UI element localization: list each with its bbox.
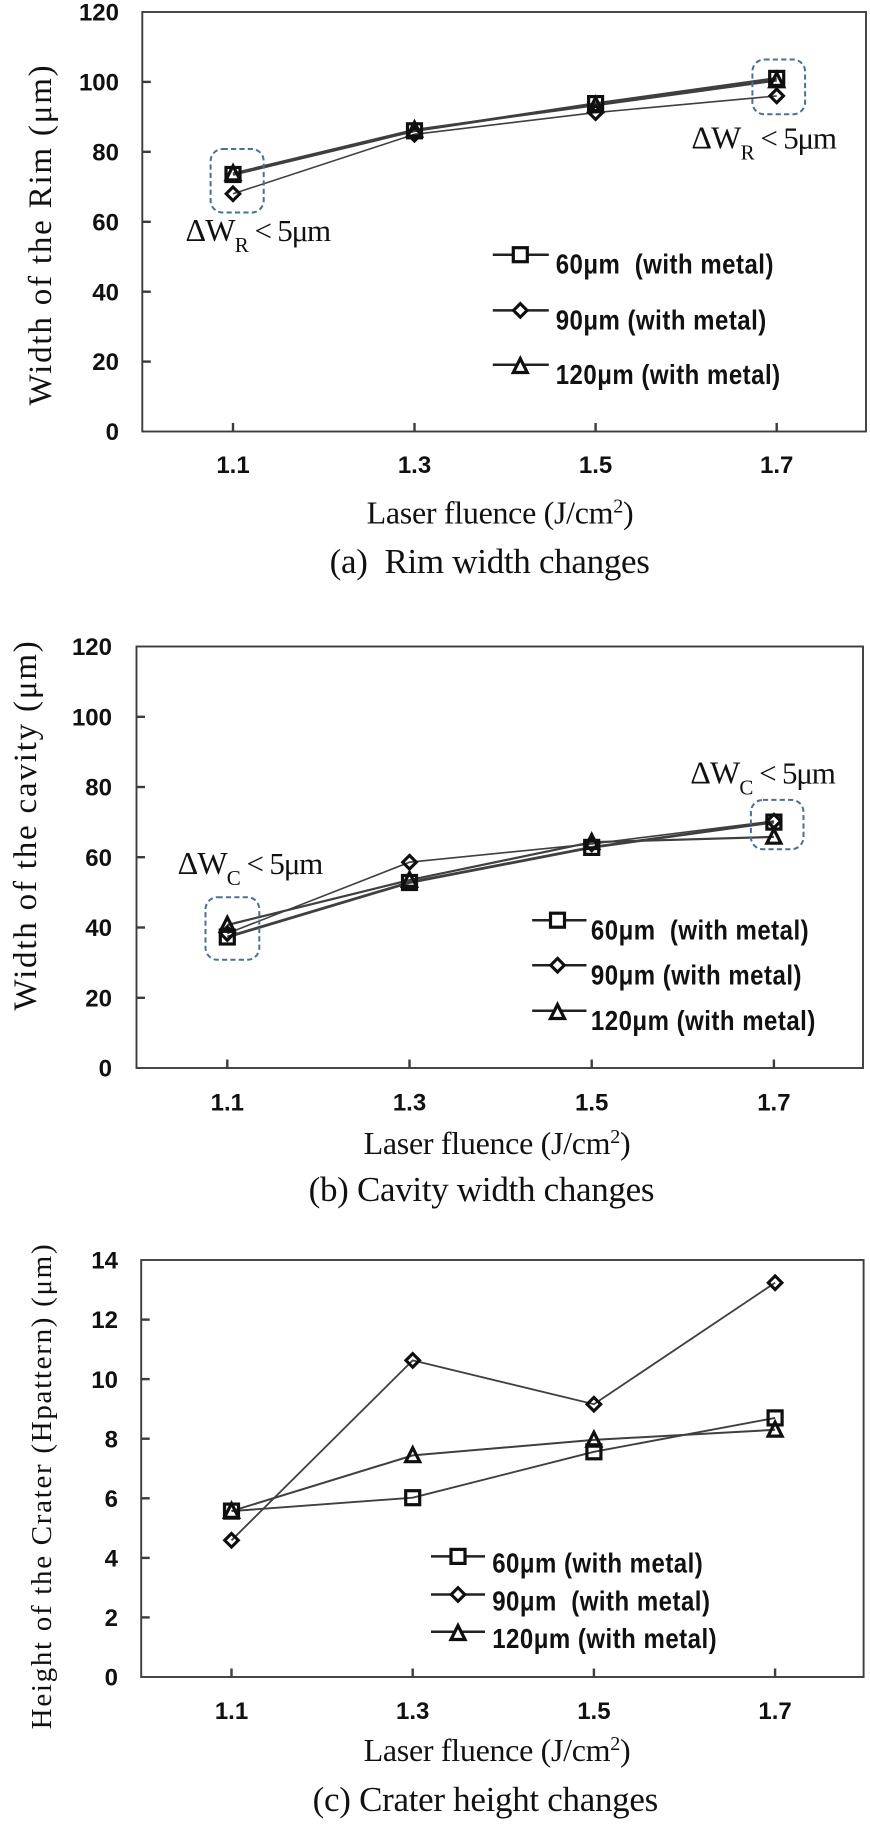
svg-text:14: 14 (91, 1248, 118, 1275)
svg-text:1.3: 1.3 (393, 1090, 426, 1117)
svg-text:6: 6 (105, 1486, 118, 1513)
svg-text:4: 4 (105, 1546, 119, 1573)
svg-text:1.1: 1.1 (211, 1090, 244, 1117)
svg-text:120: 120 (72, 634, 112, 661)
svg-text:80: 80 (85, 775, 112, 802)
svg-text:8: 8 (105, 1426, 118, 1453)
svg-text:60μm (with metal): 60μm (with metal) (556, 250, 774, 280)
svg-text:(a) Rim width changes: (a) Rim width changes (330, 542, 650, 581)
svg-text:1.7: 1.7 (758, 1698, 791, 1725)
svg-text:1.5: 1.5 (575, 1090, 608, 1117)
svg-text:1.7: 1.7 (757, 1090, 790, 1117)
svg-text:120μm (with metal): 120μm (with metal) (556, 361, 781, 391)
svg-text:20: 20 (92, 349, 119, 376)
svg-text:120μm (with metal): 120μm (with metal) (591, 1007, 816, 1037)
svg-text:1.3: 1.3 (398, 452, 431, 479)
svg-text:Laser fluence (J/cm2): Laser fluence (J/cm2) (364, 1125, 631, 1161)
svg-text:2: 2 (105, 1605, 118, 1632)
svg-text:Laser fluence (J/cm2): Laser fluence (J/cm2) (367, 494, 634, 530)
svg-text:1.1: 1.1 (215, 1698, 248, 1725)
svg-text:60: 60 (92, 209, 119, 236)
svg-text:1.1: 1.1 (216, 452, 249, 479)
svg-text:0: 0 (99, 1056, 112, 1083)
svg-text:100: 100 (72, 704, 112, 731)
svg-text:(b) Cavity width changes: (b) Cavity width changes (309, 1170, 655, 1209)
svg-text:80: 80 (92, 139, 119, 166)
svg-text:90μm (with metal): 90μm (with metal) (556, 306, 767, 336)
svg-text:(c) Crater height changes: (c) Crater height changes (313, 1780, 658, 1819)
svg-text:40: 40 (92, 279, 119, 306)
svg-text:120: 120 (79, 0, 119, 27)
svg-text:40: 40 (85, 915, 112, 942)
svg-text:Laser fluence (J/cm2): Laser fluence (J/cm2) (364, 1732, 631, 1768)
svg-text:60μm (with metal): 60μm (with metal) (591, 916, 809, 946)
svg-text:90μm (with metal): 90μm (with metal) (591, 961, 802, 991)
svg-text:Width of the cavity (μm): Width of the cavity (μm) (8, 639, 44, 1010)
svg-text:Width of the Rim (μm): Width of the Rim (μm) (23, 64, 59, 406)
svg-text:90μm (with metal): 90μm (with metal) (492, 1587, 710, 1617)
svg-text:60: 60 (85, 845, 112, 872)
svg-text:1.5: 1.5 (579, 452, 612, 479)
svg-text:60μm (with metal): 60μm (with metal) (492, 1549, 703, 1579)
svg-text:0: 0 (106, 419, 119, 446)
svg-text:12: 12 (91, 1307, 118, 1334)
svg-text:20: 20 (85, 985, 112, 1012)
svg-text:1.7: 1.7 (760, 452, 793, 479)
svg-text:10: 10 (91, 1367, 118, 1394)
svg-text:Height of the Crater (Hpattern: Height of the Crater (Hpattern) (μm) (26, 1243, 58, 1730)
svg-text:1.5: 1.5 (577, 1698, 610, 1725)
svg-text:120μm (with metal): 120μm (with metal) (492, 1625, 717, 1655)
svg-text:1.3: 1.3 (396, 1698, 429, 1725)
svg-text:100: 100 (79, 70, 119, 97)
svg-text:0: 0 (105, 1665, 118, 1692)
